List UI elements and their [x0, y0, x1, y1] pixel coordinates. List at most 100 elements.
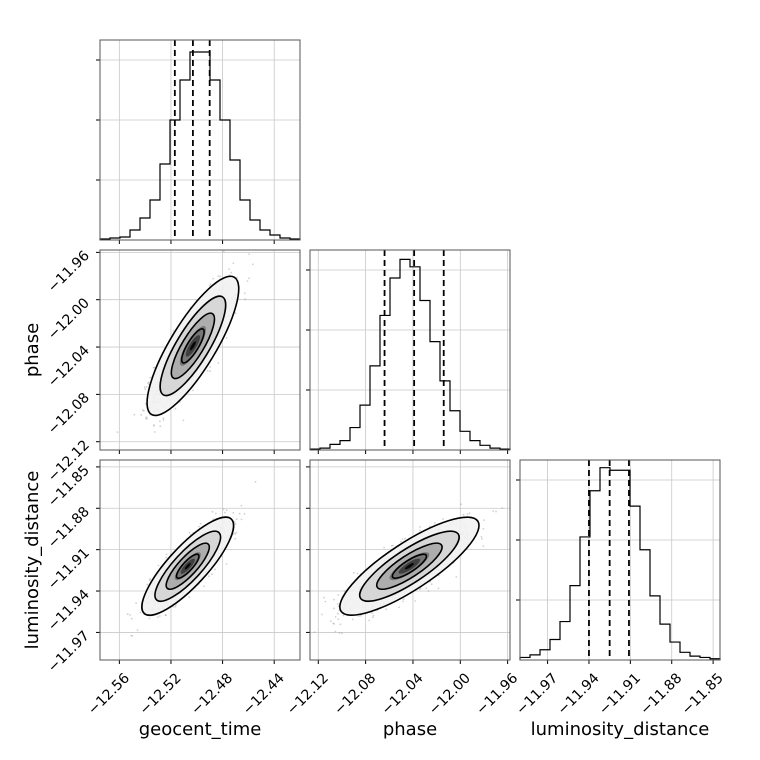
scatter-point	[360, 614, 362, 617]
xtick-label-luminosity_distance-4: −11.85	[679, 670, 727, 718]
scatter-point	[165, 556, 168, 559]
scatter-point	[214, 568, 217, 571]
scatter-point	[418, 588, 421, 591]
hist-geocent_time-bg	[100, 40, 300, 240]
scatter-point	[209, 370, 212, 373]
density-content	[100, 250, 300, 450]
scatter-point	[402, 600, 404, 603]
hist-phase-frame	[309, 249, 511, 451]
scatter-point	[212, 277, 215, 280]
density-content	[306, 460, 510, 660]
scatter-point	[165, 553, 168, 556]
scatter-point	[482, 519, 485, 521]
yaxis-label-luminosity_distance: luminosity_distance	[22, 471, 43, 650]
xtick-label-luminosity_distance-3: −11.88	[637, 670, 685, 718]
scatter-point	[232, 262, 235, 265]
scatter-point	[425, 587, 428, 590]
scatter-point	[398, 606, 400, 609]
scatter-point	[368, 619, 371, 622]
scatter-point	[481, 537, 483, 540]
scatter-point	[230, 271, 233, 274]
density-geocent_time-phase-frame	[99, 249, 301, 451]
scatter-point	[215, 512, 217, 515]
scatter-point	[232, 512, 235, 514]
scatter-point	[442, 518, 444, 520]
scatter-point	[427, 590, 430, 592]
scatter-point	[209, 366, 212, 368]
density-content	[100, 460, 300, 660]
scatter-point	[244, 298, 247, 301]
scatter-point	[152, 366, 155, 369]
scatter-point	[246, 280, 249, 282]
density-phase-luminosity_distance-frame	[309, 459, 511, 661]
xaxis-label-luminosity_distance: luminosity_distance	[531, 719, 710, 740]
density-panel-phase-luminosity_distance	[306, 459, 511, 664]
scatter-point	[235, 531, 238, 534]
scatter-point	[351, 618, 354, 621]
scatter-point	[145, 386, 148, 388]
scatter-point	[142, 409, 144, 412]
xtick-label-phase-0: −12.12	[284, 670, 332, 718]
scatter-point	[217, 275, 220, 277]
scatter-point	[219, 275, 222, 278]
scatter-point	[336, 612, 339, 615]
scatter-point	[332, 622, 335, 625]
scatter-point	[228, 268, 231, 270]
scatter-point	[430, 583, 433, 586]
xtick-label-phase-4: −11.96	[473, 670, 521, 718]
scatter-point	[235, 518, 238, 521]
histogram-phase	[309, 258, 511, 450]
scatter-point	[211, 510, 214, 513]
scatter-point	[225, 563, 228, 565]
scatter-point	[437, 587, 440, 590]
scatter-point	[153, 424, 155, 426]
scatter-point	[353, 571, 355, 574]
yaxis-label-phase: phase	[22, 323, 43, 377]
scatter-point	[225, 509, 228, 512]
ytick-label-luminosity_distance-0: −11.97	[45, 628, 93, 676]
density-panel-geocent_time-phase	[96, 249, 301, 454]
scatter-point	[392, 544, 394, 547]
hist-panel-geocent_time	[96, 39, 301, 244]
scatter-point	[404, 537, 406, 540]
ytick-label-phase-4: −11.96	[45, 248, 93, 296]
scatter-point	[153, 431, 156, 433]
contour-line-1	[154, 530, 222, 603]
scatter-point	[206, 369, 209, 372]
scatter-point	[333, 623, 336, 625]
histogram-geocent_time	[99, 51, 301, 240]
scatter-point	[306, 642, 308, 644]
scatter-point	[372, 616, 374, 619]
scatter-point	[313, 631, 316, 633]
scatter-point	[321, 613, 323, 616]
scatter-point	[371, 612, 373, 614]
ytick-label-phase-1: −12.08	[45, 390, 93, 438]
ytick-label-luminosity_distance-1: −11.94	[45, 586, 93, 634]
scatter-point	[492, 510, 495, 512]
scatter-point	[356, 572, 359, 575]
scatter-point	[159, 420, 161, 423]
hist-phase-bg	[310, 250, 510, 450]
contour-line-3	[175, 553, 200, 580]
scatter-point	[238, 512, 241, 515]
scatter-point	[175, 604, 177, 606]
scatter-point	[248, 277, 250, 280]
scatter-point	[324, 600, 327, 603]
contour-line-2	[170, 312, 216, 380]
scatter-point	[142, 409, 145, 412]
scatter-point	[482, 527, 485, 530]
scatter-point	[174, 605, 177, 608]
xtick-label-geocent_time-3: −12.44	[240, 670, 288, 718]
scatter-point	[222, 508, 225, 511]
scatter-point	[466, 513, 469, 515]
scatter-point	[211, 573, 213, 576]
scatter-point	[172, 330, 175, 332]
ytick-label-phase-2: −12.04	[45, 342, 93, 390]
scatter-point	[133, 413, 136, 416]
scatter-point	[342, 614, 345, 617]
scatter-point	[126, 613, 129, 616]
xtick-label-geocent_time-2: −12.48	[188, 670, 236, 718]
scatter-point	[199, 522, 202, 525]
scatter-point	[149, 578, 151, 580]
scatter-point	[129, 614, 131, 616]
